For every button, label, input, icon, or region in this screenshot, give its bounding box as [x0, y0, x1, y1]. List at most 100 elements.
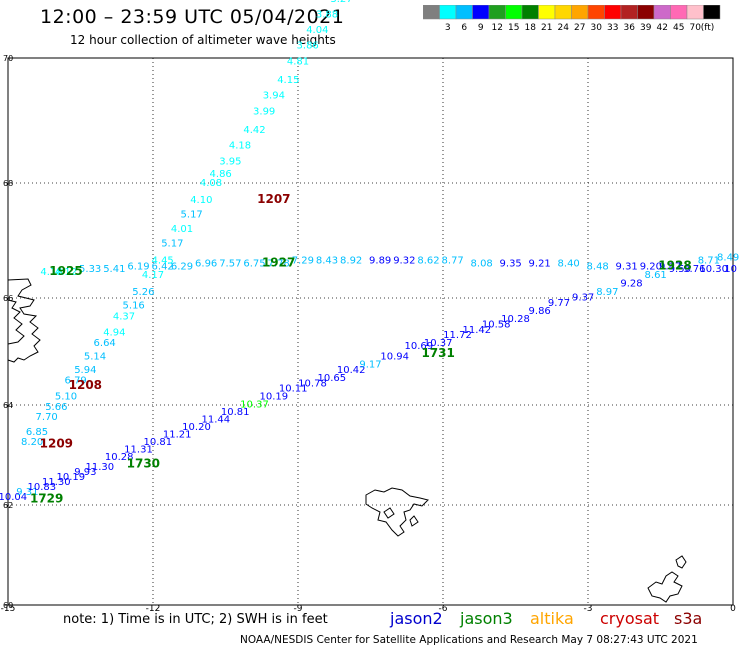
wave-height-value: 4.45 [152, 256, 174, 267]
wave-height-value: 6.79 [65, 376, 87, 387]
wave-height-value: 4.18 [40, 267, 62, 278]
wave-height-value: 9.76 [683, 264, 705, 275]
pass-time-label: 1208 [69, 378, 102, 392]
wave-height-value: 10.37 [240, 400, 269, 411]
iceland-coast [7, 278, 41, 363]
pass-time-label: 1729 [30, 492, 63, 506]
wave-height-value: 4.04 [306, 25, 328, 36]
wave-height-value: 9.31 [16, 487, 38, 498]
wave-height-value: 7.57 [219, 258, 241, 269]
wave-height-value: 10.19 [260, 392, 289, 403]
wave-height-value: 9.35 [500, 258, 522, 269]
wave-height-value: 4.86 [210, 169, 232, 180]
wave-height-value: 10.83 [28, 482, 57, 493]
wave-height-value: 3.88 [316, 9, 338, 20]
wave-height-value: 10.04 [0, 492, 27, 503]
wave-height-value: 4.08 [200, 178, 222, 189]
wave-height-value: 11.44 [202, 415, 231, 426]
wave-height-value: 10 [724, 264, 737, 275]
wave-height-value: 5.14 [84, 352, 106, 363]
wave-height-value: 5.94 [74, 365, 96, 376]
wave-height-value: 10.78 [298, 378, 327, 389]
wave-height-value: 9.50 [669, 264, 691, 275]
wave-height-value: 9.89 [369, 256, 391, 267]
wave-height-value: 10.81 [221, 407, 250, 418]
wave-height-value: 6.42 [152, 261, 174, 272]
x-tick-label: -15 [1, 604, 16, 614]
wave-height-value: 9.77 [548, 298, 570, 309]
color-scale-label: 70 [690, 23, 702, 33]
wave-height-value: 8.61 [645, 270, 667, 281]
wave-height-value: 4.15 [277, 75, 299, 86]
wave-height-value: 11.42 [463, 325, 492, 336]
wave-height-value: 6.64 [94, 338, 116, 349]
wave-height-value: 10.81 [144, 437, 173, 448]
color-scale-label: 30 [591, 23, 603, 33]
y-tick-label: 70 [3, 54, 13, 63]
wave-height-value: 6.29 [171, 261, 193, 272]
color-scale-label: 39 [640, 23, 652, 33]
wave-height-value: 11.30 [86, 462, 115, 473]
wave-height-value: 8.08 [471, 258, 493, 269]
legend-jason2: jason2 [390, 609, 443, 628]
wave-height-value: 3.95 [219, 156, 241, 167]
legend-cryosat: cryosat [600, 609, 660, 628]
wave-height-value: 4.10 [190, 195, 212, 206]
wave-height-value: 7.29 [292, 256, 314, 267]
y-tick-label: 60 [3, 601, 13, 610]
wave-height-value: 11.21 [163, 430, 192, 441]
wave-height-value: 10.20 [182, 422, 211, 433]
wave-height-value: 9.86 [529, 306, 551, 317]
wave-height-value: 8.20 [21, 437, 43, 448]
color-scale-label: 27 [574, 23, 585, 33]
wave-height-value: 6.85 [26, 427, 48, 438]
wave-height-value: 10.37 [424, 338, 453, 349]
wave-height-value: 9.32 [393, 256, 415, 267]
wave-height-value: 9.31 [616, 261, 638, 272]
y-tick-label: 64 [3, 401, 13, 410]
wave-height-value: 6.19 [127, 261, 149, 272]
legend-jason3: jason3 [460, 609, 513, 628]
wave-height-value: 8.43 [316, 256, 338, 267]
color-scale-label: 6 [461, 23, 467, 33]
footer-credit: NOAA/NESDIS Center for Satellite Applica… [240, 634, 698, 646]
wave-height-value: 8.49 [717, 253, 739, 264]
wave-height-value: 5.41 [103, 264, 125, 275]
color-scale-label: 9 [478, 23, 484, 33]
wave-height-value: 4.17 [142, 270, 164, 281]
y-tick-label: 68 [3, 179, 13, 188]
map-subtitle: 12 hour collection of altimeter wave hei… [70, 33, 336, 47]
x-tick-label: 0 [730, 604, 736, 614]
wave-height-value: 10.28 [501, 314, 530, 325]
wave-height-value: 9.20 [640, 261, 662, 272]
pass-time-label: 1730 [127, 457, 160, 471]
wave-height-value: 5.16 [123, 301, 145, 312]
y-tick-label: 66 [3, 294, 13, 303]
wave-height-value: 5.33 [79, 264, 101, 275]
iceland-coast-inner [7, 299, 25, 345]
color-scale-label: 12 [492, 23, 503, 33]
wave-height-value: 5.17 [181, 210, 203, 221]
footer-note: note: 1) Time is in UTC; 2) SWH is in fe… [63, 612, 328, 627]
wave-height-value: 8.48 [587, 261, 609, 272]
wave-height-value: 9.17 [359, 360, 381, 371]
color-scale-label: 24 [558, 23, 570, 33]
x-tick-label: -9 [294, 604, 303, 614]
wave-height-value: 9.37 [572, 293, 594, 304]
color-scale-label: 18 [525, 23, 537, 33]
wave-height-value: 8.77 [442, 256, 464, 267]
wave-height-value: 4.81 [287, 56, 309, 67]
pass-time-label: 1928 [658, 258, 691, 272]
wave-height-value: 4.18 [229, 141, 251, 152]
wave-height-value: 10.65 [318, 373, 347, 384]
color-scale-label: 3 [445, 23, 451, 33]
map-title: 12:00 – 23:59 UTC 05/04/2021 [40, 6, 345, 28]
wave-height-value: 9.28 [620, 279, 642, 290]
x-tick-label: -6 [439, 604, 448, 614]
pass-time-label: 1925 [49, 264, 82, 278]
wave-height-value: 9.93 [74, 467, 96, 478]
wave-height-value: 4.94 [103, 327, 125, 338]
map-frame [7, 57, 734, 606]
wave-height-value: 7.78 [268, 258, 290, 269]
